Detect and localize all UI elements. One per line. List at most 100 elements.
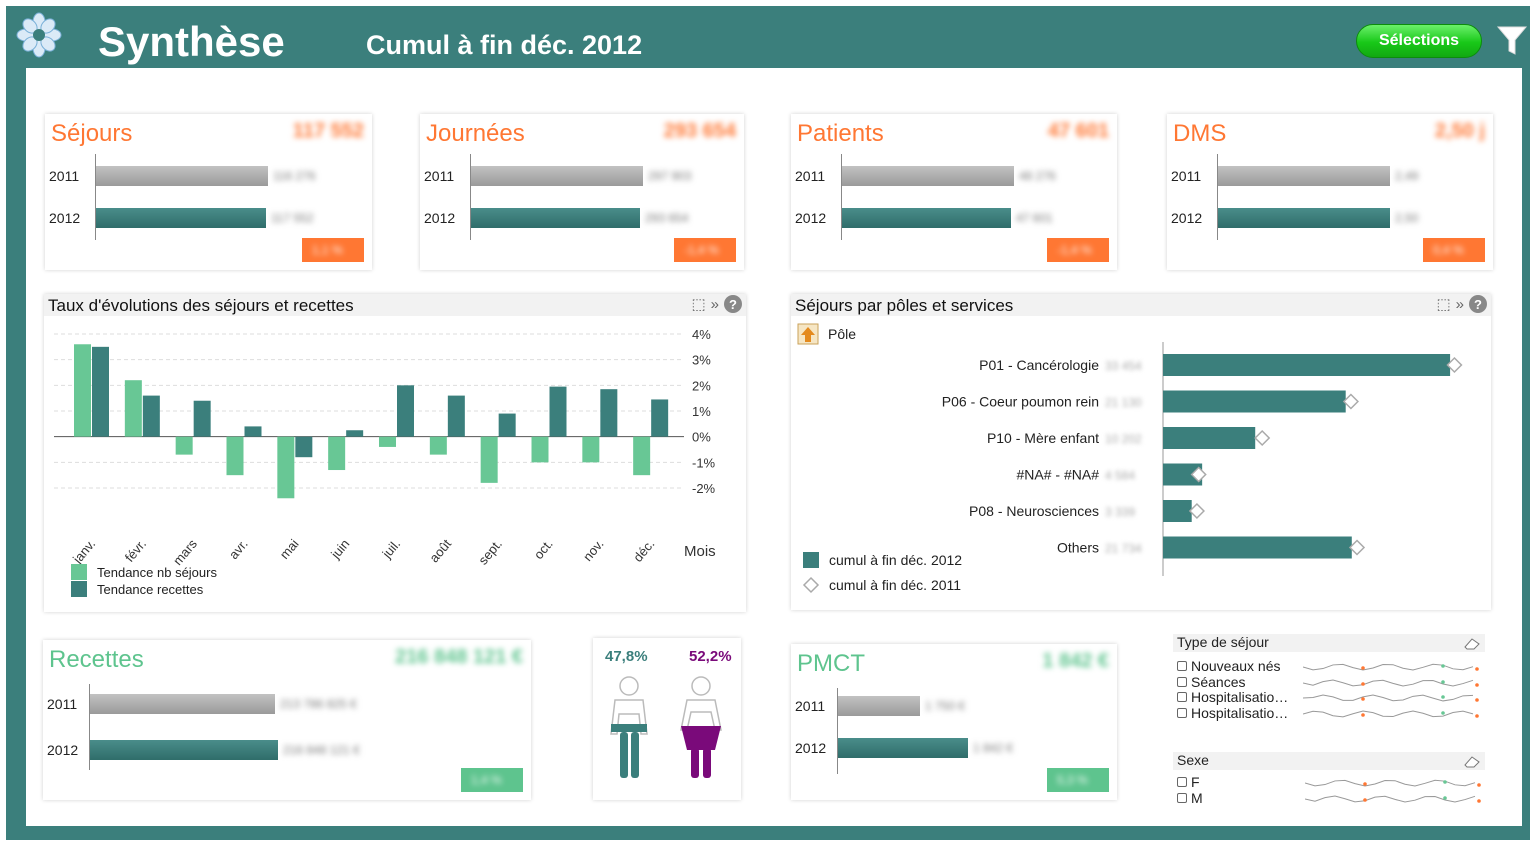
bar-sejours-11[interactable] [582, 436, 600, 463]
arrow-up-icon [801, 327, 815, 342]
kpi-title: Recettes [49, 646, 144, 673]
listbox-item-label: Hospitalisatio… [1191, 689, 1289, 705]
bar-2012-3[interactable] [1163, 427, 1256, 449]
clear-selection-icon[interactable]: ⬚ [1436, 296, 1451, 313]
kpi-year-label: 2012 [795, 210, 827, 226]
bar-sejours-5[interactable] [277, 436, 295, 499]
marker-2011-6[interactable] [1348, 539, 1366, 556]
marker-2011-3[interactable] [1254, 429, 1271, 447]
bar-recettes-10[interactable] [549, 386, 567, 437]
bar-sejours-3[interactable] [175, 436, 193, 455]
bar-2012-4[interactable] [1163, 463, 1203, 486]
listbox-item-label: F [1191, 774, 1200, 790]
listbox-item[interactable]: F [1177, 774, 1481, 790]
bar-2012-5[interactable] [1163, 500, 1192, 522]
funnel-icon[interactable] [1496, 24, 1528, 58]
bar-recettes-6[interactable] [346, 430, 364, 437]
kpi-bar-2012[interactable] [842, 208, 1011, 228]
bar-2012-6[interactable] [1163, 536, 1352, 559]
bar-recettes-11[interactable] [600, 389, 618, 437]
y-tick-label: 3% [692, 353, 711, 368]
listbox-item[interactable]: Hospitalisatio… [1177, 689, 1479, 705]
kpi-axis [1217, 154, 1218, 240]
bar-sejours-7[interactable] [379, 436, 396, 447]
bar-2012-1[interactable] [1163, 354, 1451, 376]
kpi-bar-2011[interactable] [90, 694, 275, 714]
bar-recettes-4[interactable] [244, 426, 262, 437]
app-frame: Synthèse Cumul à fin déc. 2012 Sélection… [6, 6, 1530, 840]
help-icon[interactable]: ? [724, 295, 742, 313]
bar-recettes-2[interactable] [142, 395, 160, 437]
bar-sejours-6[interactable] [328, 436, 346, 471]
kpi-year-label: 2011 [47, 696, 78, 712]
selections-button[interactable]: Sélections [1356, 24, 1482, 58]
checkbox[interactable] [1177, 793, 1187, 803]
kpi-year-label: 2012 [795, 740, 827, 756]
kpi-change-badge: -1,4 % [674, 238, 736, 262]
app-title: Synthèse [98, 18, 285, 65]
x-tick-label: mars [170, 536, 200, 568]
kpi-bar-2011[interactable] [96, 166, 268, 186]
kpi-bar-value: 297 903 [648, 169, 692, 183]
marker-2011-1[interactable] [1446, 356, 1463, 374]
marker-2011-4[interactable] [1190, 466, 1207, 483]
checkbox[interactable] [1177, 676, 1187, 687]
bar-sejours-10[interactable] [531, 436, 549, 463]
listbox-item[interactable]: Séances [1177, 674, 1479, 690]
bar-value-label: 3 339 [1105, 505, 1135, 519]
poles-bar-chart: Pôle P01 - Cancérologie 33 454 P06 - Coeur … [797, 323, 1463, 594]
bar-sejours-1[interactable] [74, 344, 91, 437]
bar-sejours-2[interactable] [124, 380, 142, 437]
marker-2011-2[interactable] [1342, 393, 1359, 410]
bar-recettes-3[interactable] [193, 400, 211, 437]
listbox-item[interactable]: M [1177, 790, 1481, 806]
bar-recettes-5[interactable] [295, 436, 313, 458]
kpi-bar-2012[interactable] [471, 208, 640, 228]
checkbox[interactable] [1177, 661, 1187, 671]
kpi-bar-value: 1 750 € [925, 699, 966, 713]
eraser-icon[interactable] [1463, 636, 1481, 650]
bar-recettes-8[interactable] [447, 395, 465, 437]
kpi-bar-2012[interactable] [838, 738, 968, 758]
kpi-bar-2011[interactable] [842, 166, 1014, 186]
kpi-bar-2011[interactable] [1218, 166, 1390, 186]
help-icon[interactable]: ? [1469, 295, 1487, 313]
listbox-item[interactable]: Hospitalisatio… [1177, 705, 1479, 721]
listbox-item[interactable]: Nouveaux nés [1177, 658, 1479, 674]
bar-recettes-12[interactable] [651, 399, 669, 437]
kpi-bar-2012[interactable] [90, 740, 278, 760]
x-tick-label: déc. [630, 536, 657, 564]
bar-sejours-12[interactable] [633, 436, 651, 476]
checkbox[interactable] [1177, 777, 1187, 787]
female-person-icon[interactable] [673, 674, 729, 784]
bar-recettes-1[interactable] [92, 346, 109, 437]
x-tick-label: sept. [475, 536, 505, 567]
recettes-kpi-panel: Recettes 216 848 121 € 2011 213 786 825 € 20… [43, 640, 531, 800]
clear-selection-icon[interactable]: ⬚ [691, 296, 706, 313]
sparkline [1303, 663, 1479, 671]
checkbox[interactable] [1177, 692, 1187, 702]
expand-icon[interactable]: » [710, 295, 719, 313]
kpi-bar-value: 117 552 [271, 211, 314, 225]
bar-recettes-9[interactable] [498, 413, 516, 437]
kpi-bar-2012[interactable] [1218, 208, 1390, 228]
male-percentage: 47,8% [605, 648, 648, 665]
eraser-icon[interactable] [1463, 754, 1481, 768]
kpi-year-label: 2011 [49, 168, 80, 184]
bar-sejours-9[interactable] [480, 436, 498, 483]
kpi-bar-2011[interactable] [471, 166, 643, 186]
bar-recettes-7[interactable] [397, 385, 414, 437]
legend-swatch [71, 564, 87, 580]
kpi-bar-2012[interactable] [96, 208, 266, 228]
expand-icon[interactable]: » [1455, 295, 1464, 313]
bar-sejours-8[interactable] [429, 436, 447, 455]
kpi-change-badge: 5,3 % [1047, 768, 1109, 792]
listbox-item-label: M [1191, 790, 1203, 806]
kpi-change-badge: 1,4 % [461, 768, 523, 792]
male-person-icon[interactable] [605, 674, 653, 784]
checkbox[interactable] [1177, 707, 1187, 718]
kpi-bar-2011[interactable] [838, 696, 920, 716]
marker-2011-5[interactable] [1188, 502, 1205, 520]
bar-sejours-4[interactable] [226, 436, 244, 476]
bar-2012-2[interactable] [1163, 390, 1346, 413]
